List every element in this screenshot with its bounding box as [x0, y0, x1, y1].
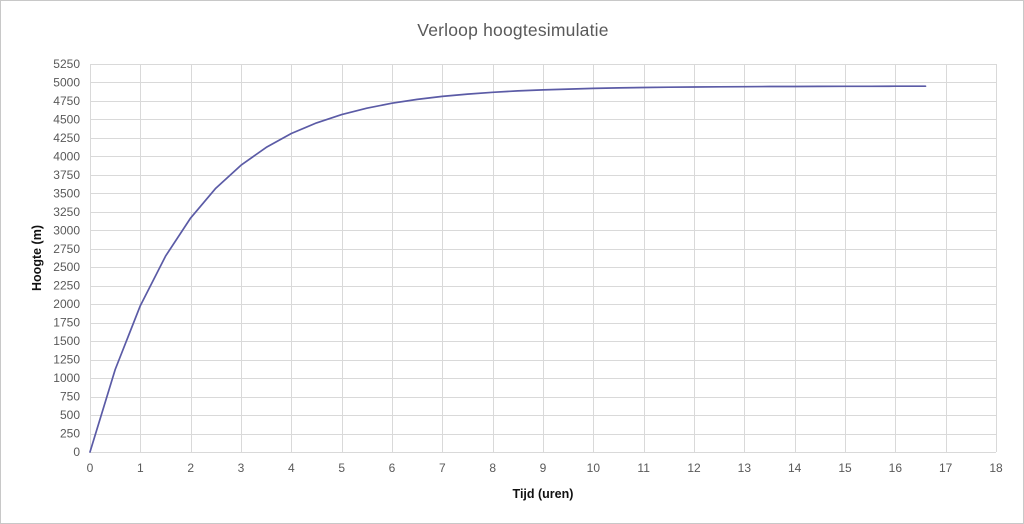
- y-tick-label: 750: [60, 390, 80, 404]
- y-tick-label: 2500: [53, 260, 80, 274]
- y-tick-label: 2250: [53, 279, 80, 293]
- y-tick-label: 3000: [53, 223, 80, 237]
- y-tick-label: 3500: [53, 186, 80, 200]
- x-tick-label: 1: [137, 461, 144, 475]
- x-tick-label: 12: [687, 461, 701, 475]
- x-tick-label: 17: [939, 461, 953, 475]
- y-tick-label: 2750: [53, 242, 80, 256]
- x-tick-label: 9: [540, 461, 547, 475]
- y-tick-label: 1750: [53, 316, 80, 330]
- y-tick-label: 2000: [53, 297, 80, 311]
- y-tick-label: 4500: [53, 112, 80, 126]
- y-tick-label: 1250: [53, 353, 80, 367]
- x-tick-label: 11: [637, 461, 650, 475]
- y-tick-label: 4250: [53, 131, 80, 145]
- x-tick-label: 10: [587, 461, 601, 475]
- y-tick-label: 5250: [53, 57, 80, 71]
- x-tick-label: 18: [989, 461, 1003, 475]
- y-tick-label: 1500: [53, 334, 80, 348]
- y-tick-label: 500: [60, 408, 80, 422]
- y-tick-label: 4750: [53, 94, 80, 108]
- y-tick-label: 3750: [53, 168, 80, 182]
- y-tick-label: 0: [73, 445, 80, 459]
- y-tick-label: 4000: [53, 149, 80, 163]
- x-tick-label: 16: [889, 461, 903, 475]
- x-tick-labels: 0 1 2 3 4 5 6 7 8 9 10 11 12 13 14 15 16 17 18: [87, 461, 1003, 475]
- x-tick-label: 3: [238, 461, 245, 475]
- x-tick-label: 8: [489, 461, 496, 475]
- x-axis-title: Tijd (uren): [512, 487, 574, 501]
- x-tick-label: 7: [439, 461, 446, 475]
- series-line: [89, 85, 927, 453]
- x-tick-label: 13: [738, 461, 752, 475]
- x-tick-label: 14: [788, 461, 802, 475]
- y-tick-label: 3250: [53, 205, 80, 219]
- x-tick-label: 6: [389, 461, 396, 475]
- y-tick-label: 250: [60, 427, 80, 441]
- x-tick-label: 15: [838, 461, 852, 475]
- x-tick-label: 4: [288, 461, 295, 475]
- x-tick-label: 0: [87, 461, 94, 475]
- chart-title: Verloop hoogtesimulatie: [417, 20, 609, 40]
- y-tick-label: 5000: [53, 75, 80, 89]
- x-tick-label: 5: [338, 461, 345, 475]
- y-tick-labels: 0 250 500 750 1000 1250 1500 1750 2000 2250 2500 27…: [53, 57, 80, 459]
- y-tick-label: 1000: [53, 371, 80, 385]
- x-tick-label: 2: [187, 461, 194, 475]
- gridlines: [90, 64, 997, 453]
